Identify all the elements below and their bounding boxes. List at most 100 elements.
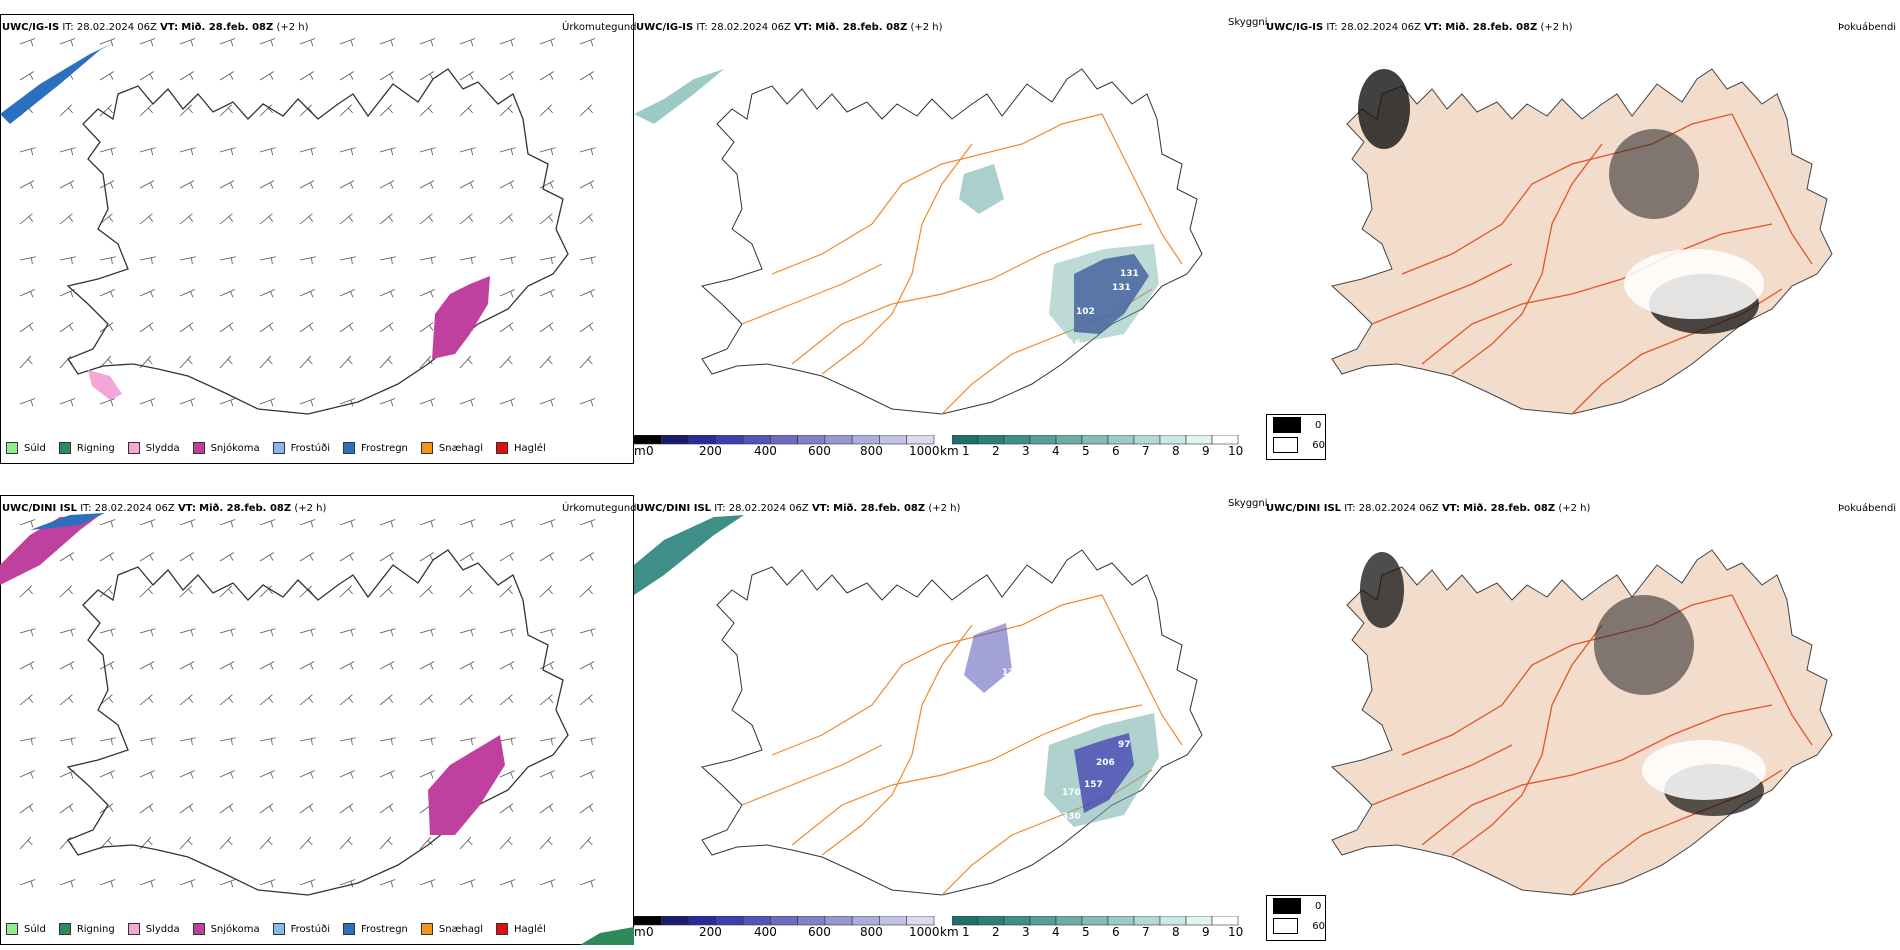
wind-barb [259, 322, 274, 333]
legend-item: Frostregn [343, 923, 408, 935]
wind-barb [139, 398, 156, 407]
cbar-tick: 9 [1202, 925, 1210, 939]
wind-barb [219, 879, 236, 888]
wind-barb [419, 38, 436, 47]
wind-barb [579, 104, 593, 117]
wind-barb [59, 38, 76, 47]
wind-barb [499, 213, 514, 225]
wind-barb [579, 661, 595, 670]
road [741, 263, 883, 325]
wind-barb [299, 661, 315, 670]
visibility-m-colorbar: m 0 200 400 600 800 1000 [634, 916, 940, 946]
wind-barb [379, 803, 394, 814]
road [791, 223, 1143, 365]
wind-barb [139, 552, 154, 562]
wind-barb [579, 71, 594, 81]
road [1371, 744, 1513, 806]
wind-barb [99, 628, 116, 637]
vis-patch-nw [634, 515, 744, 595]
cbar-tick: 6 [1112, 925, 1120, 939]
wind-barb [579, 737, 596, 746]
colorbar-cell [1185, 435, 1213, 445]
wind-barb [499, 322, 514, 333]
wind-barb [179, 322, 194, 333]
colorbar-cell [797, 435, 826, 445]
colorbar-cell [660, 435, 689, 445]
wind-barb [299, 213, 314, 225]
wind-barb [379, 661, 395, 670]
precip-legend: Súld Rigning Slydda Snjókoma Frostúði Fr… [6, 442, 559, 454]
wind-barb [179, 147, 196, 156]
wind-barb [99, 519, 116, 528]
colorbar-cell [715, 435, 744, 445]
wind-barb [19, 694, 34, 706]
wind-barb [179, 770, 195, 779]
wind-barb [539, 628, 556, 637]
cbar-tick: 800 [860, 925, 883, 939]
wind-barb [99, 552, 114, 562]
wind-barb [579, 398, 596, 407]
wind-barb [219, 213, 234, 225]
wind-barb [339, 38, 356, 47]
wind-barb [259, 71, 274, 81]
wind-barb [379, 398, 396, 407]
wind-barb [99, 770, 115, 779]
cbar-tick: 1000 [909, 925, 940, 939]
wind-barb [259, 661, 275, 670]
wind-barb [499, 519, 516, 528]
wind-barb [339, 661, 355, 670]
legend-item: Snjókoma [192, 923, 260, 935]
cbar-tick: 10 [1228, 925, 1244, 939]
low-vis-halo [1049, 244, 1159, 344]
colorbar-cell [634, 435, 662, 445]
fog-map [1330, 68, 1833, 415]
wind-barb [499, 289, 515, 298]
colorbar-cell [688, 435, 717, 445]
wind-barb [219, 836, 233, 850]
panel-title: Úrkomutegund [562, 22, 637, 33]
wind-barb [99, 71, 114, 81]
legend-item: Haglél [496, 923, 546, 935]
road [1731, 594, 1813, 746]
vis-value: 10 [1008, 309, 1021, 319]
wind-barb [19, 355, 33, 369]
cbar-tick: 6 [1112, 444, 1120, 458]
wind-barb [299, 180, 315, 189]
cbar-tick: 0 [646, 444, 654, 458]
panel-header: UWC/DINI ISL IT: 28.02.2024 06Z VT: Mið.… [2, 503, 327, 514]
panel-header: UWC/IG-IS IT: 28.02.2024 06Z VT: Mið. 28… [1266, 22, 1573, 33]
wind-barb [579, 289, 595, 298]
visibility-m-colorbar: m 0 200 400 600 800 1000 [634, 435, 940, 465]
wind-barb [539, 737, 556, 746]
wind-barb [339, 803, 354, 814]
wind-barb [179, 355, 193, 369]
colorbar-cell [1003, 435, 1031, 445]
legend-item: Súld [6, 923, 46, 935]
wind-barb [139, 879, 156, 888]
wind-barb [579, 322, 594, 333]
panel-header: UWC/DINI ISL IT: 28.02.2024 06Z VT: Mið.… [636, 503, 961, 514]
wind-barb [419, 661, 435, 670]
wind-barb [219, 289, 235, 298]
wind-barb [259, 289, 275, 298]
fog-map [1330, 549, 1833, 896]
wind-barb [539, 180, 555, 189]
visibility-panel-bottom: UWC/DINI ISL IT: 28.02.2024 06Z VT: Mið.… [634, 495, 1268, 946]
wind-barb [379, 256, 396, 265]
wind-barb [499, 38, 516, 47]
wind-barb [379, 694, 394, 706]
wind-barb [459, 398, 476, 407]
coast-blue-patch [0, 42, 115, 124]
wind-barb [579, 694, 594, 706]
wind-barb [379, 552, 394, 562]
colorbar-cell [1159, 435, 1187, 445]
wind-barb [459, 585, 473, 598]
wind-barb [179, 585, 193, 598]
wind-barb [139, 628, 156, 637]
wind-barb [539, 104, 553, 117]
wind-barb [419, 552, 434, 562]
wind-barb [539, 770, 555, 779]
wind-barb [19, 585, 33, 598]
wind-barb [179, 38, 196, 47]
wind-barb [459, 661, 475, 670]
